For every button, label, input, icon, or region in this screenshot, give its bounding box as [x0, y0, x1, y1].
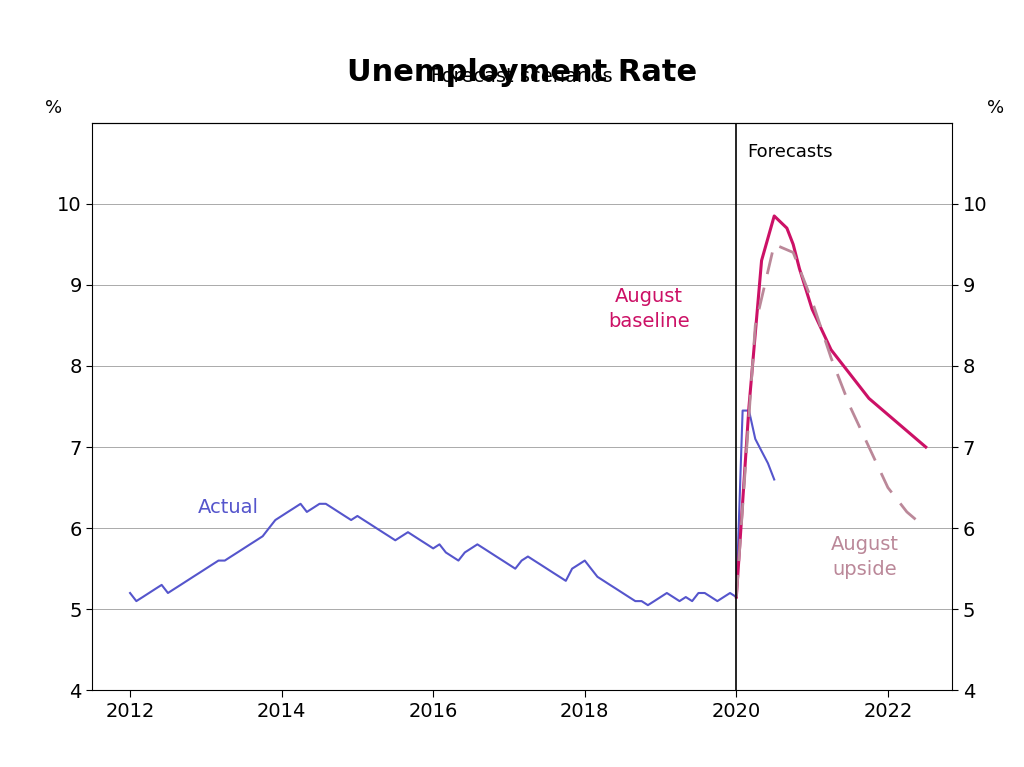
Text: %: %: [45, 99, 62, 117]
Text: Forecast scenarios: Forecast scenarios: [431, 67, 613, 86]
Text: %: %: [987, 99, 1004, 117]
Title: Unemployment Rate: Unemployment Rate: [347, 58, 697, 87]
Text: Actual: Actual: [198, 499, 259, 518]
Text: August
upside: August upside: [831, 535, 899, 578]
Text: Forecasts: Forecasts: [748, 143, 834, 161]
Text: August
baseline: August baseline: [608, 287, 690, 331]
